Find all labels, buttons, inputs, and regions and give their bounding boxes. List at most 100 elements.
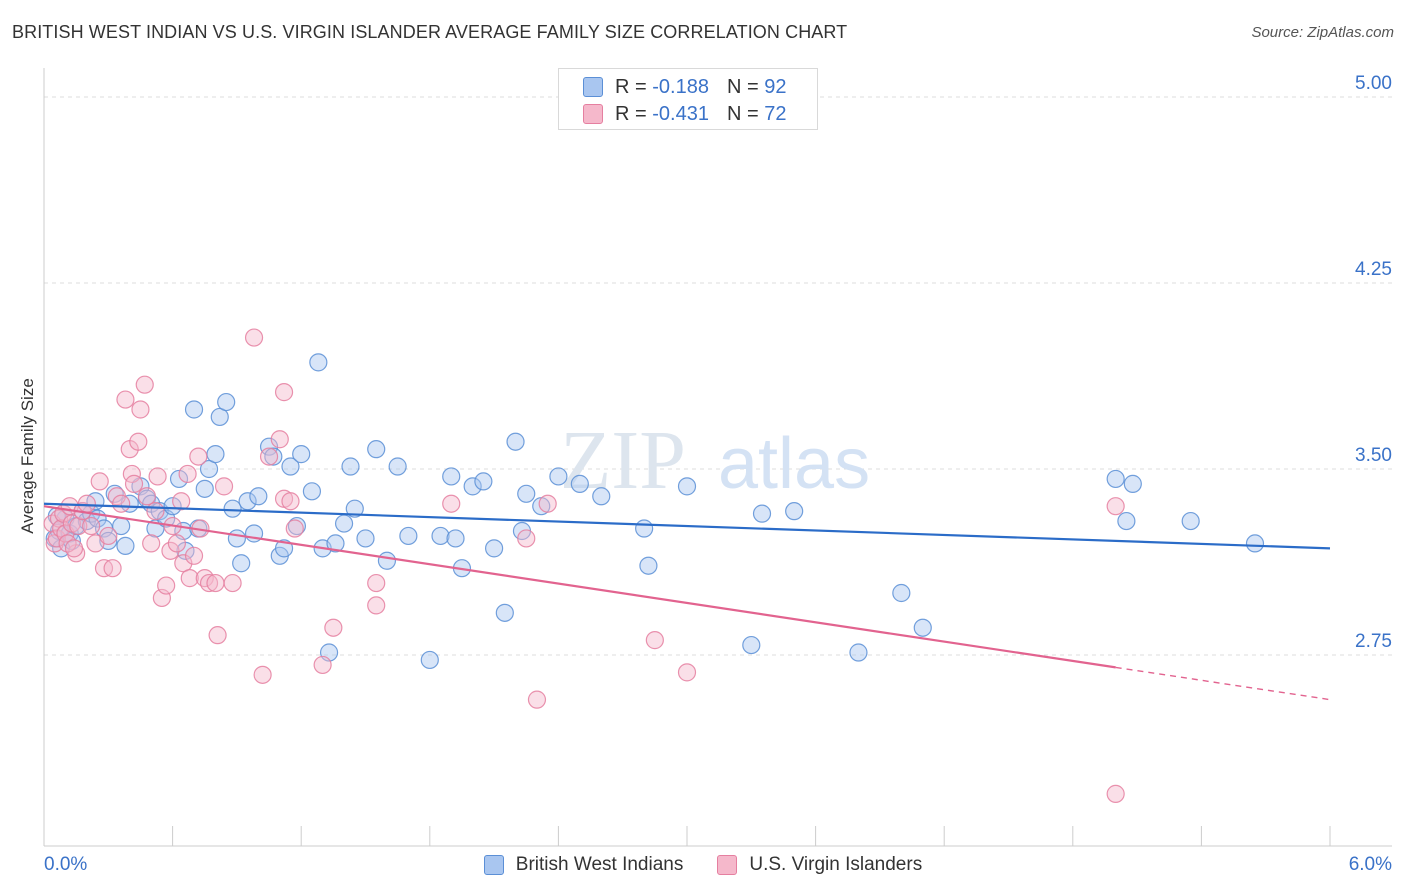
series-legend-label: U.S. Virgin Islanders — [749, 854, 923, 875]
data-point-british-west-indians — [570, 474, 589, 493]
data-point-british-west-indians — [356, 529, 375, 548]
watermark-zip: ZIP — [560, 414, 686, 507]
series-legend-label: British West Indians — [515, 854, 684, 875]
data-point-us-virgin-islanders — [538, 494, 557, 513]
legend-n-label: N = — [726, 102, 759, 125]
data-point-us-virgin-islanders — [324, 618, 343, 637]
data-point-british-west-indians — [264, 447, 283, 466]
data-point-us-virgin-islanders — [116, 390, 135, 409]
data-point-british-west-indians — [326, 534, 345, 553]
data-point-british-west-indians — [1117, 511, 1136, 531]
series-legend: British West Indians U.S. Virgin Islande… — [0, 852, 1406, 878]
data-point-us-virgin-islanders — [148, 467, 167, 486]
data-point-british-west-indians — [227, 529, 246, 548]
data-point-british-west-indians — [635, 519, 654, 538]
data-point-british-west-indians — [549, 467, 568, 486]
chart-title: BRITISH WEST INDIAN VS U.S. VIRGIN ISLAN… — [12, 22, 848, 42]
data-point-british-west-indians — [752, 504, 772, 523]
data-point-us-virgin-islanders — [124, 474, 144, 493]
data-point-british-west-indians — [259, 437, 279, 456]
data-point-us-virgin-islanders — [214, 477, 234, 496]
data-point-british-west-indians — [334, 514, 354, 533]
data-point-british-west-indians — [309, 353, 328, 372]
data-point-british-west-indians — [281, 457, 300, 476]
data-point-us-virgin-islanders — [112, 494, 131, 513]
data-point-british-west-indians — [495, 603, 514, 622]
legend-swatch-blue — [583, 77, 603, 97]
data-point-us-virgin-islanders — [527, 690, 547, 709]
series-legend-swatch-blue — [483, 855, 504, 875]
data-point-us-virgin-islanders — [82, 516, 101, 536]
legend-r-value: -0.188 — [652, 75, 709, 98]
data-point-us-virgin-islanders — [129, 432, 148, 451]
data-point-us-virgin-islanders — [259, 447, 279, 466]
data-point-us-virgin-islanders — [645, 631, 664, 650]
data-point-british-west-indians — [184, 400, 204, 419]
data-point-british-west-indians — [742, 635, 761, 655]
data-point-british-west-indians — [1181, 511, 1200, 531]
data-point-us-virgin-islanders — [157, 576, 176, 595]
y-tick-label: 4.25 — [1355, 259, 1392, 280]
data-point-us-virgin-islanders — [69, 516, 88, 536]
data-point-us-virgin-islanders — [135, 375, 154, 394]
x-tick-label-min: 0.0% — [44, 854, 87, 875]
data-point-us-virgin-islanders — [180, 569, 199, 588]
data-point-british-west-indians — [913, 618, 932, 637]
data-point-british-west-indians — [163, 497, 182, 516]
data-point-us-virgin-islanders — [47, 529, 66, 548]
legend-row-us-virgin-islanders: R = -0.431 N = 72 — [583, 101, 786, 127]
data-point-british-west-indians — [341, 457, 360, 476]
data-point-us-virgin-islanders — [313, 655, 332, 675]
series-legend-item-british-west-indians[interactable]: British West Indians — [483, 854, 684, 876]
data-point-british-west-indians — [420, 650, 439, 670]
trend-line-british-west-indians — [43, 502, 1331, 550]
series-legend-swatch-pink — [717, 855, 738, 875]
data-point-us-virgin-islanders — [285, 519, 304, 538]
data-point-british-west-indians — [431, 526, 450, 546]
data-point-us-virgin-islanders — [442, 494, 461, 513]
data-point-us-virgin-islanders — [142, 534, 161, 553]
data-point-british-west-indians — [892, 583, 911, 603]
legend-r-label: R = — [615, 102, 647, 125]
legend-r-value: -0.431 — [652, 102, 709, 125]
data-point-british-west-indians — [292, 445, 311, 464]
data-point-british-west-indians — [785, 502, 804, 521]
data-point-us-virgin-islanders — [199, 573, 219, 593]
data-point-british-west-indians — [849, 643, 868, 662]
data-point-british-west-indians — [287, 516, 307, 536]
data-point-us-virgin-islanders — [103, 559, 122, 578]
data-point-british-west-indians — [302, 482, 322, 501]
data-point-us-virgin-islanders — [184, 546, 204, 565]
data-point-us-virgin-islanders — [146, 502, 165, 521]
data-point-us-virgin-islanders — [208, 626, 227, 645]
data-point-us-virgin-islanders — [367, 596, 386, 615]
data-point-british-west-indians — [217, 392, 236, 412]
data-point-us-virgin-islanders — [172, 492, 191, 511]
data-point-british-west-indians — [232, 554, 251, 573]
data-point-us-virgin-islanders — [1106, 497, 1125, 516]
data-point-british-west-indians — [592, 487, 611, 506]
data-point-us-virgin-islanders — [189, 447, 208, 466]
data-point-british-west-indians — [442, 467, 461, 486]
data-point-british-west-indians — [1106, 469, 1125, 489]
data-point-british-west-indians — [1123, 474, 1142, 493]
data-point-us-virgin-islanders — [244, 328, 264, 347]
source-credit: Source: ZipAtlas.com — [1251, 24, 1394, 41]
grid-lines — [44, 96, 1392, 656]
data-point-us-virgin-islanders — [137, 487, 156, 506]
data-point-us-virgin-islanders — [517, 529, 536, 548]
y-tick-label: 2.75 — [1355, 631, 1392, 652]
x-tick-labels: 0.0% 6.0% — [44, 854, 1392, 875]
data-point-us-virgin-islanders — [223, 573, 242, 593]
data-point-british-west-indians — [485, 539, 504, 558]
legend-swatch-pink — [583, 104, 603, 124]
data-point-us-virgin-islanders — [367, 573, 386, 593]
data-point-british-west-indians — [474, 472, 493, 491]
legend-row-british-west-indians: R = -0.188 N = 92 — [583, 74, 786, 100]
data-point-british-west-indians — [169, 469, 189, 489]
data-point-british-west-indians — [1245, 534, 1265, 553]
y-tick-labels: 2.75 3.50 4.25 5.00 — [1355, 73, 1392, 652]
series-legend-item-us-virgin-islanders[interactable]: U.S. Virgin Islanders — [717, 854, 922, 876]
data-point-british-west-indians — [249, 487, 268, 506]
data-point-us-virgin-islanders — [90, 472, 109, 491]
